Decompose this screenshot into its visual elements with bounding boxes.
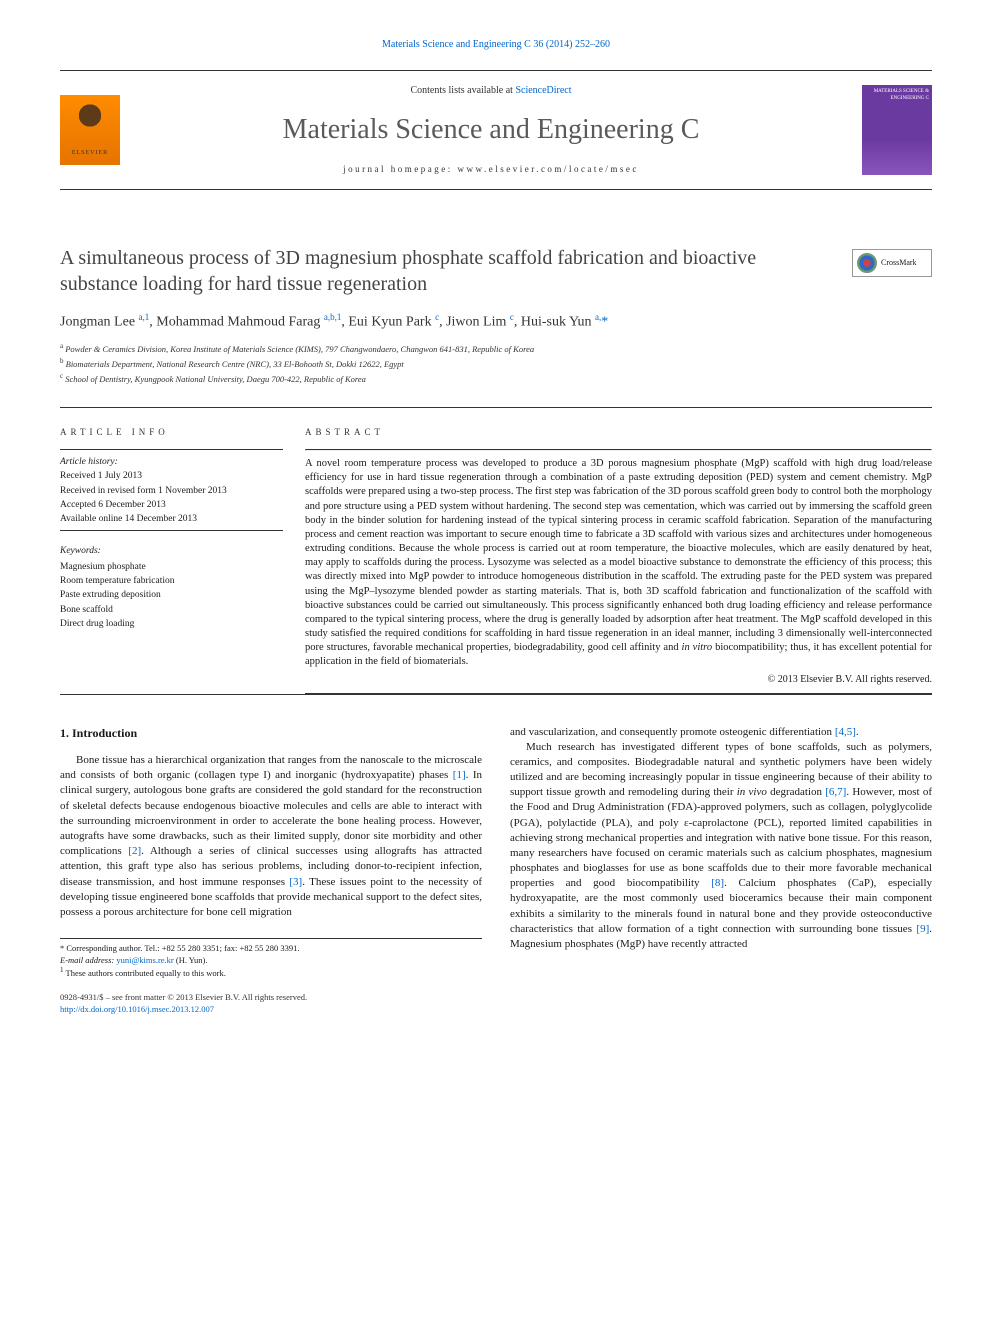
top-citation: Materials Science and Engineering C 36 (… [60,38,932,52]
affiliation-b: b Biomaterials Department, National Rese… [60,357,932,371]
divider [305,449,932,451]
equal-contribution: 1 These authors contributed equally to t… [60,966,482,980]
divider [60,407,932,408]
article-title: A simultaneous process of 3D magnesium p… [60,245,832,297]
body-column-right: and vascularization, and consequently pr… [510,725,932,1016]
footer-block: 0928-4931/$ – see front matter © 2013 El… [60,992,482,1015]
abstract-header: ABSTRACT [305,426,932,439]
divider [60,530,283,531]
article-info: ARTICLE INFO Article history: Received 1… [60,426,283,631]
history-item: Available online 14 December 2013 [60,513,283,526]
abstract-text: A novel room temperature process was dev… [305,457,932,670]
keyword: Room temperature fabrication [60,575,283,588]
journal-cover-title: MATERIALS SCIENCE & ENGINEERING C [862,85,932,105]
email-link[interactable]: yuni@kims.re.kr [116,955,173,965]
authors-line: Jongman Lee a,1, Mohammad Mahmoud Farag … [60,311,932,332]
journal-header: ELSEVIER Contents lists available at Sci… [60,70,932,190]
contents-prefix: Contents lists available at [410,85,515,96]
sciencedirect-link[interactable]: ScienceDirect [515,85,571,96]
journal-title: Materials Science and Engineering C [140,110,842,149]
keyword: Direct drug loading [60,618,283,631]
corresponding-author: * Corresponding author. Tel.: +82 55 280… [60,943,482,955]
elsevier-label: ELSEVIER [72,149,108,157]
divider [60,449,283,450]
body-column-left: 1. Introduction Bone tissue has a hierar… [60,725,482,1016]
history-label: Article history: [60,457,118,467]
keyword: Paste extruding deposition [60,589,283,602]
affiliation-a: a Powder & Ceramics Division, Korea Inst… [60,342,932,356]
intro-paragraph: and vascularization, and consequently pr… [510,725,932,740]
intro-paragraph: Much research has investigated different… [510,740,932,952]
elsevier-tree-icon [70,102,110,147]
divider [305,693,932,694]
crossmark-badge[interactable]: CrossMark [852,249,932,277]
doi-link[interactable]: http://dx.doi.org/10.1016/j.msec.2013.12… [60,1004,214,1014]
copyright-line: © 2013 Elsevier B.V. All rights reserved… [305,673,932,687]
issn-line: 0928-4931/$ – see front matter © 2013 El… [60,992,482,1004]
crossmark-icon [857,253,877,273]
keyword: Bone scaffold [60,604,283,617]
elsevier-logo: ELSEVIER [60,95,120,165]
history-item: Accepted 6 December 2013 [60,499,283,512]
header-center: Contents lists available at ScienceDirec… [120,84,862,176]
crossmark-label: CrossMark [881,257,917,268]
affiliation-c: c School of Dentistry, Kyungpook Nationa… [60,372,932,386]
email-tail: (H. Yun). [174,955,208,965]
keyword: Magnesium phosphate [60,561,283,574]
history-item: Received in revised form 1 November 2013 [60,485,283,498]
history-item: Received 1 July 2013 [60,470,283,483]
article-info-header: ARTICLE INFO [60,426,283,439]
article-history: Article history: Received 1 July 2013 Re… [60,456,283,526]
email-label: E-mail address: [60,955,116,965]
affiliations: a Powder & Ceramics Division, Korea Inst… [60,342,932,385]
keywords-label: Keywords: [60,545,283,558]
journal-homepage: journal homepage: www.elsevier.com/locat… [140,163,842,176]
footnotes: * Corresponding author. Tel.: +82 55 280… [60,938,482,980]
divider [60,694,932,695]
journal-cover-icon: MATERIALS SCIENCE & ENGINEERING C [862,85,932,175]
intro-paragraph: Bone tissue has a hierarchical organizat… [60,753,482,920]
contents-line: Contents lists available at ScienceDirec… [140,84,842,98]
section-heading-introduction: 1. Introduction [60,725,482,742]
keywords-list: Magnesium phosphate Room temperature fab… [60,561,283,631]
email-line: E-mail address: yuni@kims.re.kr (H. Yun)… [60,955,482,967]
